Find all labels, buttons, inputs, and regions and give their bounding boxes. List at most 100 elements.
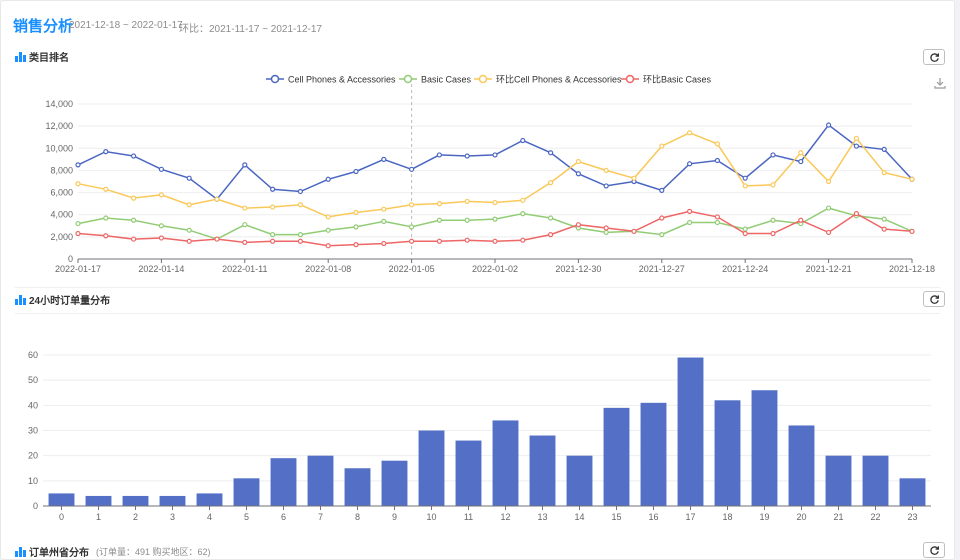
- x-tick-label: 13: [537, 512, 547, 522]
- bar: [677, 357, 704, 506]
- bar: [307, 455, 334, 506]
- data-point: [742, 230, 748, 237]
- data-point: [825, 122, 832, 128]
- x-tick-label: 1: [96, 512, 101, 522]
- y-tick-label: 30: [28, 426, 38, 436]
- data-point: [686, 219, 693, 226]
- data-point: [103, 149, 109, 155]
- category-refresh-button[interactable]: [923, 49, 945, 65]
- data-point: [242, 162, 248, 168]
- data-point: [75, 181, 81, 187]
- data-point: [103, 186, 109, 192]
- x-tick-label: 2022-01-11: [222, 264, 267, 274]
- data-point: [520, 197, 526, 203]
- hourly-refresh-button[interactable]: [923, 291, 945, 307]
- data-point: [325, 176, 331, 182]
- data-point: [798, 150, 804, 156]
- data-point: [409, 238, 415, 244]
- y-tick-label: 12,000: [45, 121, 73, 131]
- hourly-title-text: 24小时订单量分布: [29, 296, 111, 307]
- data-point: [742, 183, 748, 189]
- province-title-text: 订单州省分布: [29, 548, 89, 559]
- bar: [492, 420, 519, 506]
- bar: [603, 407, 630, 506]
- x-tick-label: 2022-01-02: [472, 264, 518, 274]
- data-point: [798, 217, 804, 223]
- data-point: [353, 242, 359, 248]
- data-point: [492, 216, 498, 222]
- data-point: [575, 222, 582, 228]
- data-point: [436, 152, 442, 158]
- data-point: [381, 218, 387, 224]
- data-point: [464, 217, 470, 223]
- legend-label: 环比Basic Cases: [643, 74, 712, 85]
- y-tick-label: 4,000: [50, 210, 73, 220]
- x-tick-label: 3: [170, 512, 175, 522]
- legend-item: 环比Basic Cases: [621, 74, 712, 85]
- data-point: [881, 170, 887, 176]
- data-point: [853, 135, 860, 141]
- data-point: [353, 224, 359, 230]
- legend-item: 环比Cell Phones & Accessories: [474, 74, 622, 85]
- y-tick-label: 14,000: [45, 99, 73, 109]
- bar: [233, 478, 260, 506]
- bar: [418, 430, 445, 506]
- x-tick-label: 9: [392, 512, 397, 522]
- y-tick-label: 20: [28, 451, 38, 461]
- data-point: [853, 143, 860, 149]
- download-icon[interactable]: [933, 76, 947, 90]
- bar: [899, 478, 926, 506]
- province-refresh-button[interactable]: [923, 542, 945, 558]
- bar: [122, 495, 149, 506]
- data-point: [909, 228, 915, 234]
- y-tick-label: 8,000: [50, 165, 73, 175]
- data-point: [186, 238, 192, 244]
- data-point: [297, 232, 303, 238]
- data-point: [186, 227, 192, 233]
- data-point: [603, 183, 609, 189]
- data-point: [686, 208, 693, 214]
- data-point: [881, 146, 887, 152]
- bar: [381, 460, 408, 506]
- x-tick-label: 4: [207, 512, 212, 522]
- legend-marker: [403, 74, 413, 84]
- data-point: [297, 238, 303, 244]
- x-tick-label: 2: [133, 512, 138, 522]
- legend-marker: [625, 74, 635, 84]
- province-section-title: 订单州省分布 (订单量：491 购买地区：62): [15, 544, 211, 559]
- y-tick-label: 10: [28, 476, 38, 486]
- data-point: [131, 153, 137, 159]
- bar: [48, 493, 75, 506]
- x-tick-label: 20: [796, 512, 806, 522]
- x-tick-label: 23: [907, 512, 917, 522]
- data-point: [381, 206, 387, 212]
- data-point: [492, 152, 498, 158]
- data-point: [158, 235, 164, 241]
- data-point: [825, 178, 832, 185]
- data-point: [714, 214, 721, 220]
- bar: [159, 495, 186, 506]
- data-point: [436, 238, 442, 244]
- data-point: [381, 240, 387, 247]
- category-section-title: 类目排名: [15, 49, 69, 64]
- category-title-text: 类目排名: [29, 53, 69, 64]
- bar: [529, 435, 556, 506]
- data-point: [75, 220, 81, 227]
- bar: [825, 455, 852, 506]
- x-tick-label: 17: [685, 512, 695, 522]
- x-tick-label: 14: [574, 512, 584, 522]
- x-tick-label: 2022-01-14: [138, 264, 184, 274]
- refresh-icon: [929, 52, 939, 62]
- data-point: [158, 166, 164, 172]
- y-tick-label: 2,000: [50, 232, 73, 242]
- data-point: [520, 137, 526, 144]
- data-point: [686, 161, 693, 167]
- x-tick-label: 2021-12-21: [806, 264, 852, 274]
- data-point: [631, 228, 637, 234]
- bar: [714, 400, 741, 506]
- data-point: [547, 180, 554, 186]
- legend-label: 环比Cell Phones & Accessories: [496, 74, 622, 85]
- bar-chart-icon: [15, 294, 26, 305]
- data-point: [214, 236, 220, 242]
